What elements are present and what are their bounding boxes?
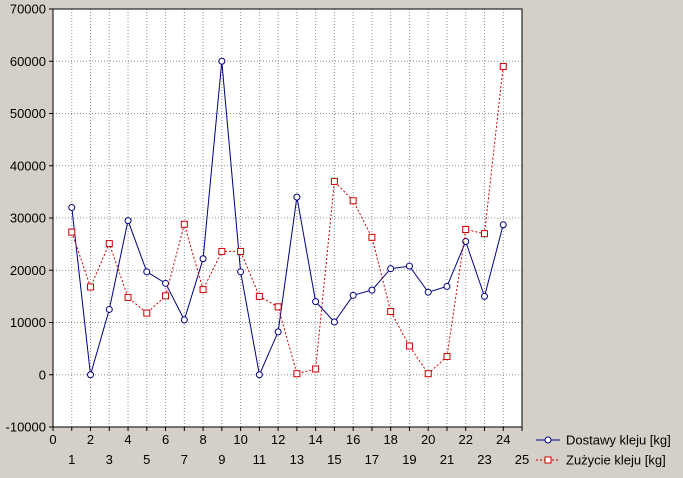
x-tick-label: 2 — [87, 432, 94, 447]
data-point — [124, 217, 132, 225]
x-tick-label: 11 — [253, 452, 267, 467]
data-point — [143, 309, 151, 317]
data-point — [255, 371, 263, 379]
data-point — [387, 308, 395, 316]
y-tick-label: 30000 — [10, 211, 46, 226]
data-point — [405, 342, 413, 350]
x-tick-label: 21 — [440, 452, 454, 467]
x-tick-label: 24 — [496, 432, 510, 447]
x-tick-label: 9 — [218, 452, 225, 467]
legend-label: Dostawy kleju [kg] — [566, 433, 671, 448]
data-point — [368, 286, 376, 294]
data-point — [274, 328, 282, 336]
x-tick-label: 17 — [365, 452, 379, 467]
data-point — [199, 255, 207, 263]
data-point — [499, 221, 507, 229]
x-tick-label: 25 — [515, 452, 529, 467]
data-point — [162, 292, 170, 300]
data-point — [180, 220, 188, 228]
data-point — [349, 197, 357, 205]
x-tick-label: 23 — [477, 452, 491, 467]
series-1 — [68, 57, 507, 379]
data-point — [424, 370, 432, 378]
x-tick-label: 3 — [106, 452, 113, 467]
data-point — [480, 292, 488, 300]
x-tick-label: 4 — [124, 432, 131, 447]
data-point — [218, 247, 226, 255]
y-tick-label: 10000 — [10, 315, 46, 330]
data-point — [312, 365, 320, 373]
x-tick-label: 22 — [458, 432, 472, 447]
data-point — [105, 240, 113, 248]
data-point — [330, 177, 338, 185]
x-tick-label: 6 — [162, 432, 169, 447]
y-tick-label: 50000 — [10, 106, 46, 121]
y-tick-label: 70000 — [10, 2, 46, 17]
legend-marker — [544, 456, 552, 464]
series-2 — [68, 62, 507, 378]
x-tick-label: 18 — [383, 432, 397, 447]
x-tick-label: 7 — [181, 452, 188, 467]
data-point — [68, 228, 76, 236]
data-point — [124, 293, 132, 301]
y-tick-label: 40000 — [10, 158, 46, 173]
legend-label: Zużycie kleju [kg] — [566, 453, 666, 468]
x-tick-label: 12 — [271, 432, 285, 447]
data-point — [387, 265, 395, 273]
y-tick-label: 20000 — [10, 263, 46, 278]
legend-entry-1: Dostawy kleju [kg] — [536, 433, 671, 448]
data-point — [499, 62, 507, 70]
y-tick-label: 0 — [39, 367, 46, 382]
data-point — [368, 233, 376, 241]
data-point — [349, 291, 357, 299]
data-point — [462, 225, 470, 233]
legend-entry-2: Zużycie kleju [kg] — [536, 453, 666, 468]
x-tick-label: 19 — [402, 452, 416, 467]
x-tick-label: 5 — [143, 452, 150, 467]
data-point — [199, 286, 207, 294]
data-point — [143, 268, 151, 276]
x-tick-label: 13 — [290, 452, 304, 467]
data-point — [180, 316, 188, 324]
x-tick-label: 16 — [346, 432, 360, 447]
x-tick-label: 14 — [308, 432, 322, 447]
x-tick-label: 0 — [49, 432, 56, 447]
data-point — [462, 238, 470, 246]
data-point — [218, 57, 226, 65]
data-point — [480, 230, 488, 238]
data-point — [443, 282, 451, 290]
data-point — [105, 305, 113, 313]
data-point — [87, 371, 95, 379]
x-tick-label: 1 — [68, 452, 75, 467]
data-point — [87, 283, 95, 291]
x-tick-label: 10 — [233, 432, 247, 447]
data-point — [312, 298, 320, 306]
x-tick-label: 15 — [327, 452, 341, 467]
data-point — [255, 292, 263, 300]
x-tick-label: 20 — [421, 432, 435, 447]
data-point — [237, 268, 245, 276]
data-point — [330, 318, 338, 326]
data-point — [424, 288, 432, 296]
plot-border — [52, 8, 523, 428]
data-point — [237, 247, 245, 255]
y-tick-label: -10000 — [6, 420, 46, 435]
data-point — [405, 262, 413, 270]
legend-marker — [544, 436, 552, 444]
data-point — [293, 193, 301, 201]
data-point — [443, 352, 451, 360]
x-tick-label: 8 — [199, 432, 206, 447]
data-point — [274, 303, 282, 311]
y-tick-label: 60000 — [10, 54, 46, 69]
data-point — [68, 204, 76, 212]
data-point — [162, 279, 170, 287]
data-point — [293, 370, 301, 378]
